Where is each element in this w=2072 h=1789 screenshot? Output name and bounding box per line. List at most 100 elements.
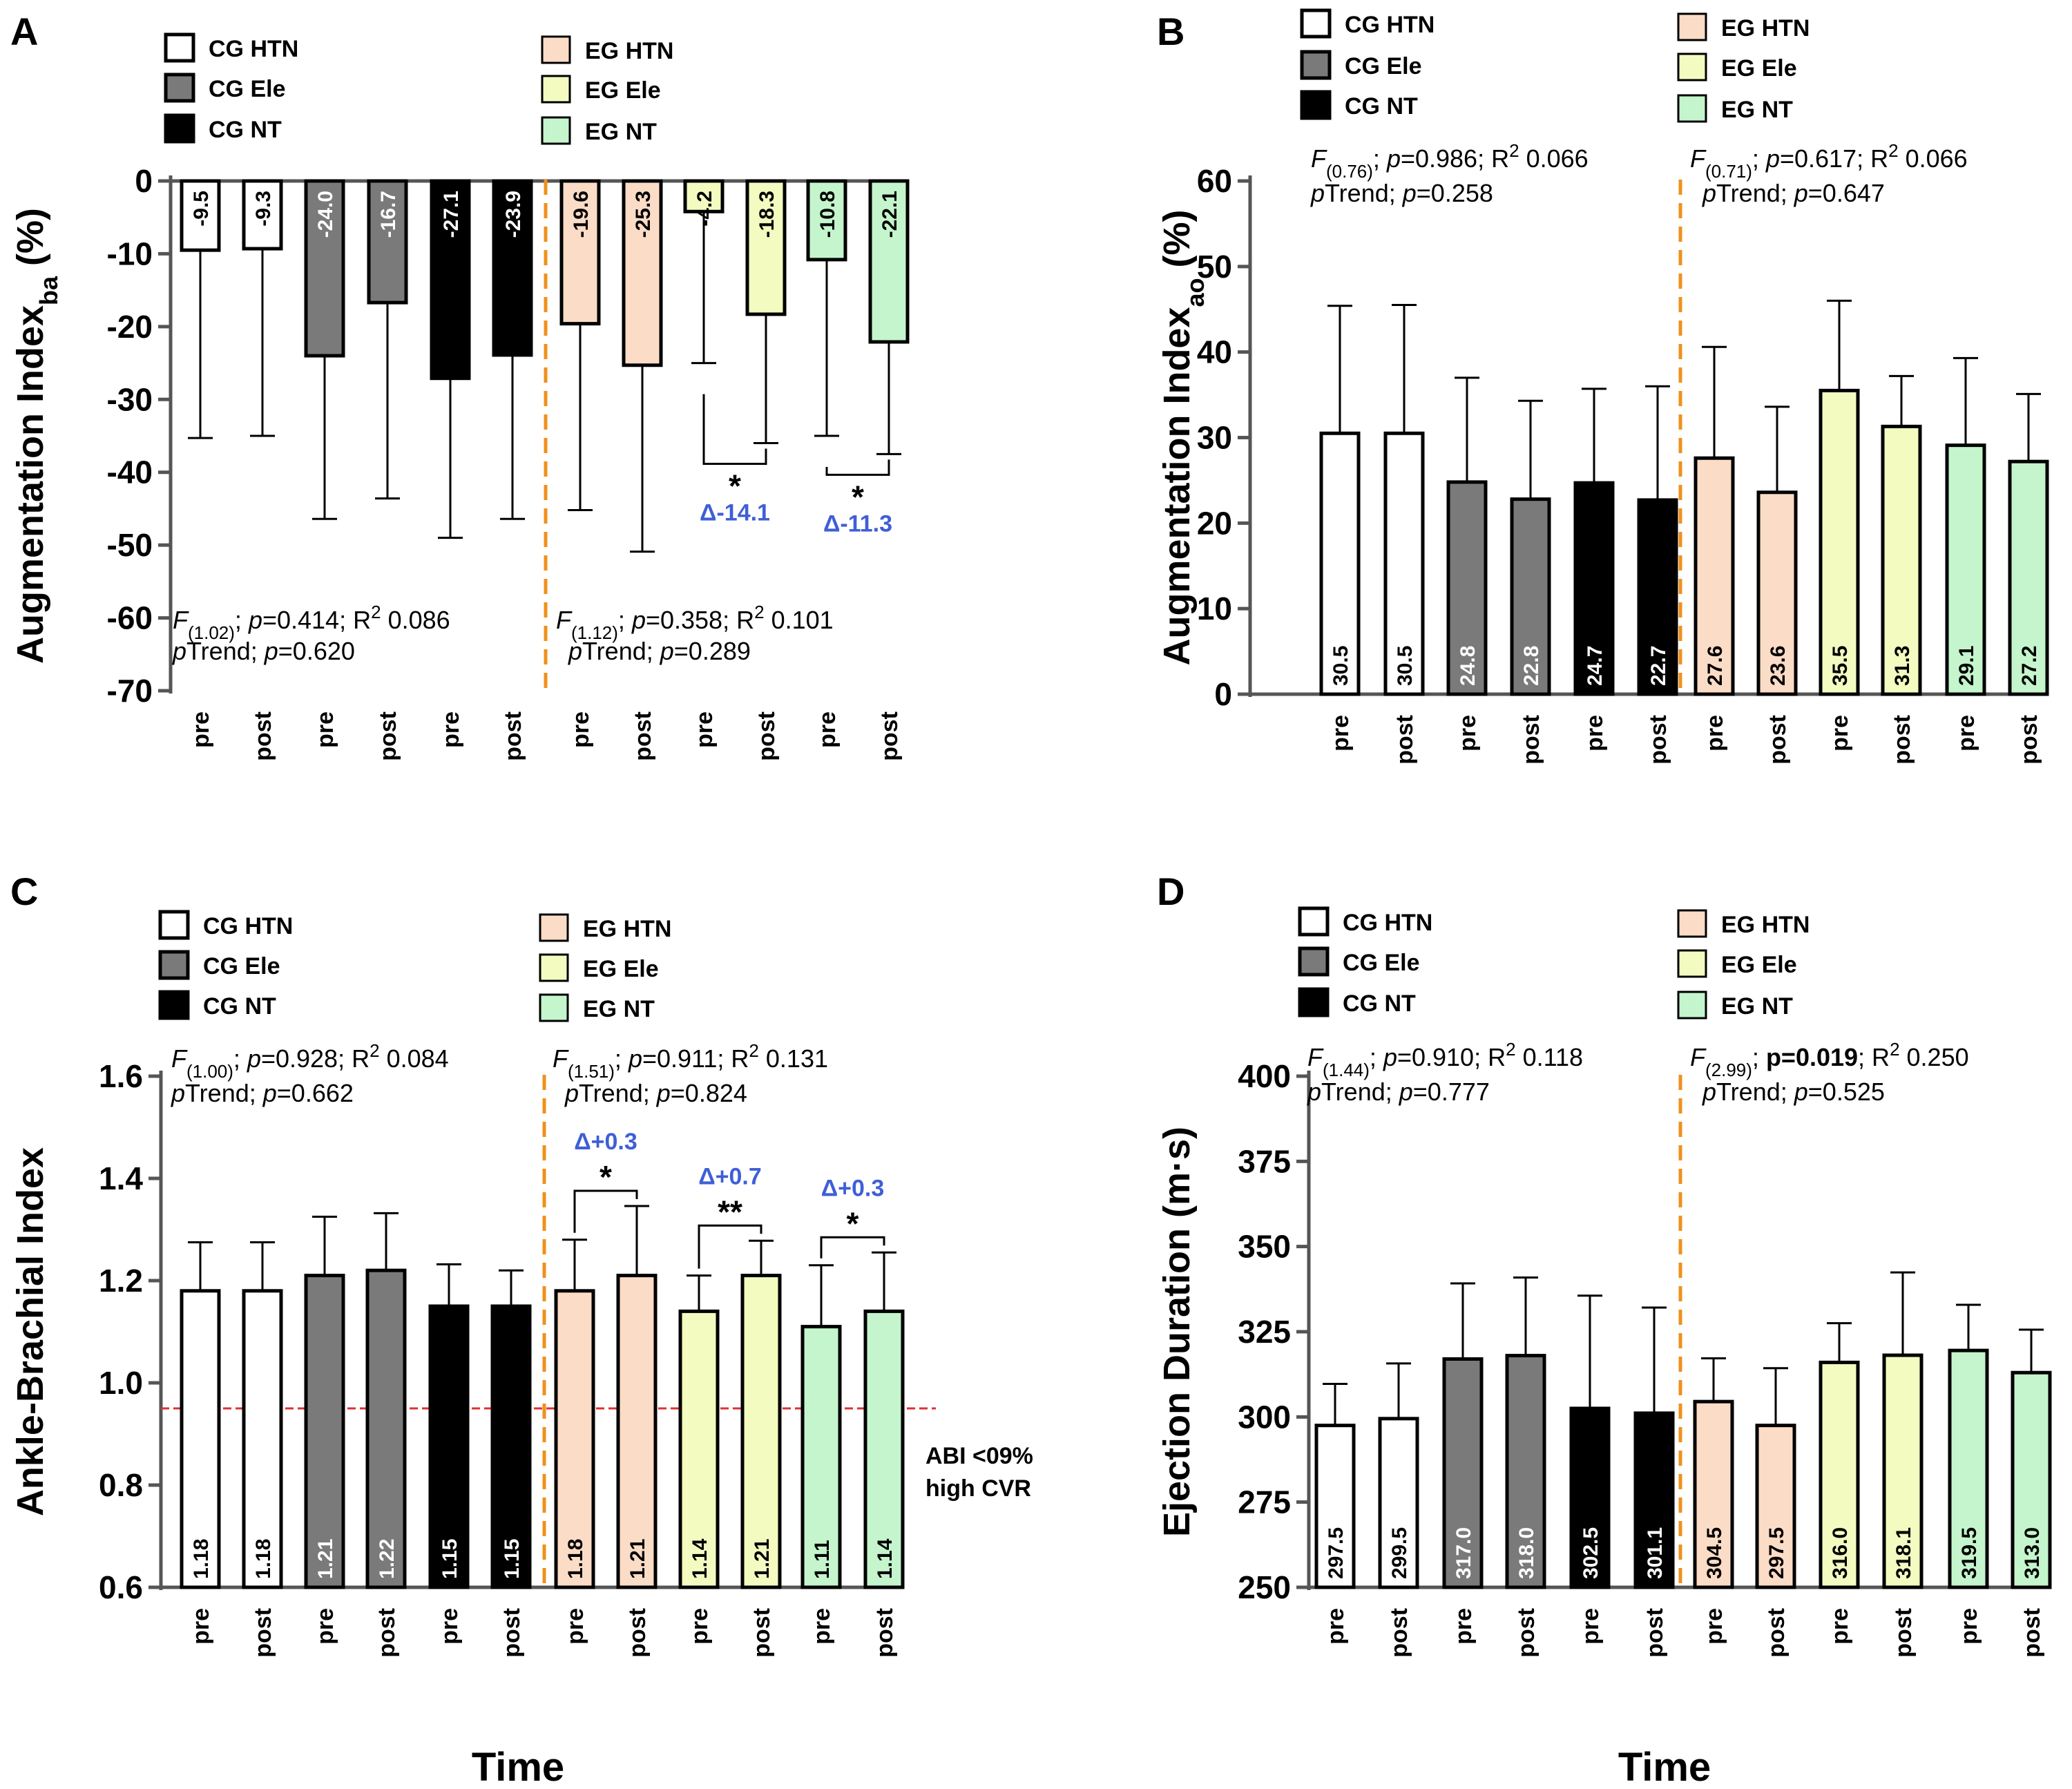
significance-star: * [599, 1159, 612, 1195]
x-tick-label: post [2019, 1608, 2045, 1658]
stat-segment: F [171, 1044, 188, 1073]
delta-label: Δ-14.1 [700, 500, 770, 526]
x-tick-label: post [2016, 715, 2042, 765]
legend-swatch [158, 910, 190, 940]
stat-segment: =0.620 [278, 637, 355, 665]
stat-segment: 0.250 [1900, 1043, 1969, 1071]
bar [745, 179, 787, 316]
stat-segment: p [568, 637, 582, 665]
x-tick-label: pre [1701, 1608, 1727, 1645]
x-tick-label: post [624, 1608, 651, 1658]
bar [1383, 431, 1425, 696]
stat-segment: =0.910; R [1397, 1043, 1506, 1071]
bar-value-label: 1.15 [439, 1539, 461, 1579]
y-tick-label: -10 [107, 236, 153, 271]
legend-swatch [539, 913, 569, 942]
bar-value-label: 1.21 [314, 1539, 337, 1579]
bar-value-label: 297.5 [1765, 1527, 1788, 1579]
x-tick-label: pre [1450, 1608, 1477, 1645]
y-axis-title-main: Ejection Duration (m·s) [1156, 1127, 1198, 1537]
y-tick-label: 350 [1238, 1229, 1291, 1265]
bar [242, 179, 283, 251]
x-tick-label: pre [312, 1608, 338, 1645]
stat-text: F(2.99); p=0.019; R2 0.250 [1690, 1039, 1969, 1080]
bar-value-label: 24.7 [1584, 646, 1606, 686]
comparison-bracket [702, 394, 767, 466]
bar [365, 1268, 407, 1589]
bar [1633, 1411, 1675, 1589]
y-tick-label: 1.4 [99, 1160, 143, 1196]
bar-value-label: 313.0 [2021, 1527, 2044, 1579]
stat-segment: p [264, 637, 278, 665]
y-tick-label: 0 [135, 163, 153, 199]
bar [800, 1325, 842, 1589]
stat-segment: Trend; [579, 1079, 657, 1107]
stat-segment: p [262, 1079, 277, 1107]
bar [1948, 1348, 1989, 1589]
bar-value-label: -16.7 [377, 191, 400, 238]
y-axis-title-main: Augmentation Index [10, 305, 51, 664]
stat-segment: =0.258 [1417, 179, 1493, 207]
delta-label: Δ-11.3 [823, 510, 892, 537]
stat-segment: 2 [1890, 1039, 1899, 1060]
stat-segment: F [1311, 144, 1327, 173]
x-tick-label: pre [1702, 715, 1728, 752]
bar [367, 179, 408, 305]
bar-value-label: -24.0 [314, 191, 337, 238]
bar [1756, 490, 1798, 696]
bar-value-label: 301.1 [1644, 1527, 1667, 1579]
legend-swatch [541, 35, 571, 64]
stat-segment: =0.358; R [646, 606, 754, 634]
stat-segment: (1.51) [568, 1061, 615, 1082]
legend-label: CG Ele [203, 953, 280, 979]
stat-segment: =0.647 [1808, 179, 1885, 207]
y-axis-title: Augmentation Indexba (%) [10, 208, 63, 664]
bar-value-label: -25.3 [632, 191, 655, 238]
bar [2011, 1370, 2052, 1589]
stat-segment: p [1402, 179, 1417, 207]
stat-segment: p [564, 1079, 579, 1107]
stat-segment: p [247, 1044, 261, 1073]
stat-segment: p [1702, 179, 1716, 207]
stat-text: pTrend; p=0.824 [564, 1079, 747, 1107]
x-tick-label: pre [188, 1608, 214, 1645]
stat-segment: Trend; [1325, 179, 1403, 207]
legend-swatch [1298, 946, 1330, 977]
x-tick-label: post [375, 711, 401, 761]
legend-swatch [164, 32, 195, 63]
stat-segment: 2 [754, 602, 764, 622]
stat-segment: F [1307, 1043, 1324, 1071]
legend-label: EG Ele [1721, 952, 1797, 978]
stat-segment: Trend; [185, 1079, 263, 1107]
stat-text: pTrend; p=0.289 [568, 637, 751, 665]
legend-swatch [541, 116, 571, 145]
stat-segment: 0.118 [1516, 1043, 1583, 1071]
legend-swatch [1300, 50, 1332, 80]
bar-value-label: 1.15 [501, 1539, 524, 1579]
x-tick-label: post [1763, 1608, 1790, 1658]
y-tick-label: -20 [107, 309, 153, 345]
stat-text: F(1.00); p=0.928; R2 0.084 [171, 1040, 449, 1082]
legend-label: CG HTN [209, 36, 298, 62]
bar [1819, 388, 1860, 696]
stat-segment: 2 [749, 1040, 758, 1061]
stat-text: F(0.76); p=0.986; R2 0.066 [1311, 140, 1589, 182]
bar-value-label: 1.14 [689, 1538, 711, 1579]
y-axis-title-main: Ankle-Brachial Index [10, 1147, 51, 1516]
stat-segment: =0.911; R [642, 1044, 749, 1073]
y-tick-label: 0 [1214, 676, 1232, 712]
bar-value-label: -23.9 [502, 191, 525, 238]
stat-segment: 2 [371, 602, 381, 622]
stat-segment: ; [618, 606, 632, 634]
bar-value-label: 299.5 [1388, 1527, 1411, 1579]
stat-segment: (0.71) [1705, 161, 1752, 182]
delta-label: Δ+0.3 [821, 1175, 885, 1201]
x-tick-label: post [1889, 715, 1915, 765]
bar [1819, 1360, 1860, 1589]
legend-swatch [1298, 906, 1330, 937]
bar-value-label: 317.0 [1452, 1527, 1475, 1579]
y-tick-label: 10 [1197, 591, 1232, 626]
legend-label: EG NT [1721, 97, 1793, 123]
bar [1693, 1399, 1734, 1589]
